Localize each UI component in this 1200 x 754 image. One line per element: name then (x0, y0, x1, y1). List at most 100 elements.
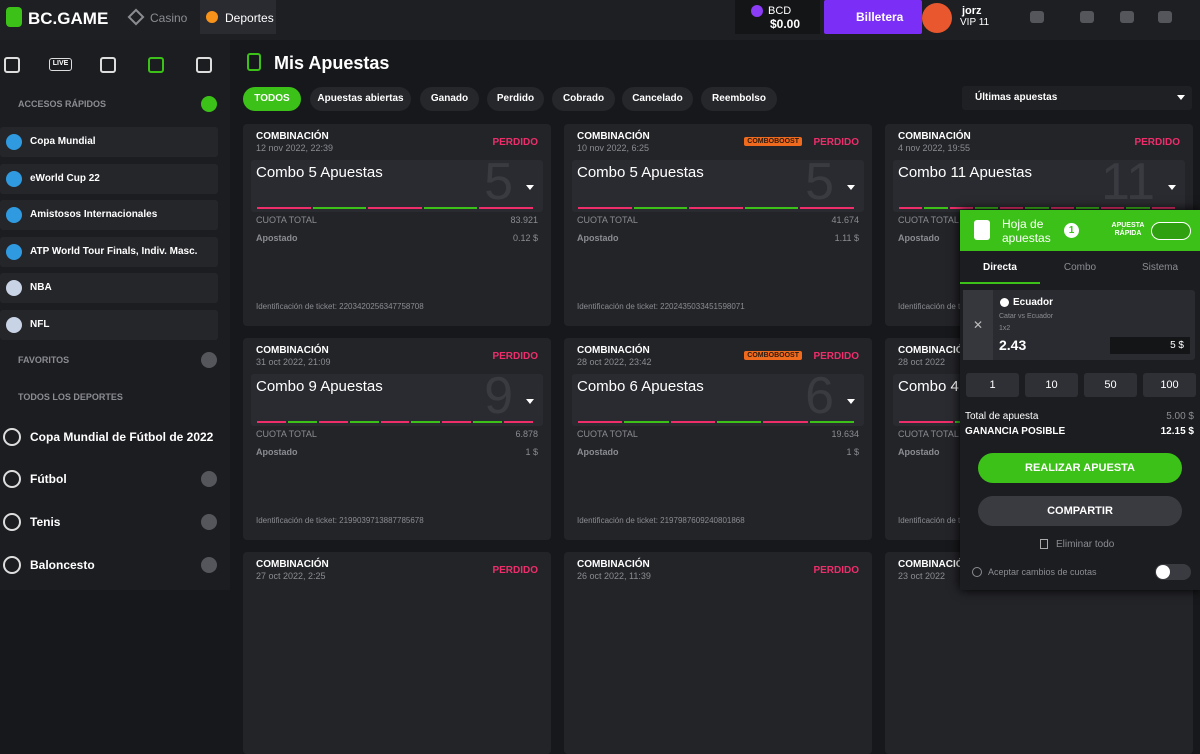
header-icon[interactable] (1158, 11, 1172, 23)
odds-label: CUOTA TOTAL (577, 429, 638, 439)
bet-card[interactable]: COMBINACIÓN 12 nov 2022, 22:39 PERDIDO 5 Com… (243, 124, 551, 326)
match: Catar vs Ecuador (999, 313, 1054, 320)
betslip-title: Hoja de apuestas (1002, 217, 1051, 245)
place-bet-button[interactable]: REALIZAR APUESTA (978, 453, 1182, 483)
sidebar-icon[interactable] (196, 57, 212, 73)
bet-box (572, 374, 864, 426)
filter-button[interactable]: Ganado (420, 87, 479, 111)
header-icon[interactable] (1030, 11, 1044, 23)
sport-item[interactable]: Copa Mundial de Fútbol de 2022 (30, 430, 214, 444)
bet-date: 4 nov 2022, 19:55 (898, 143, 971, 153)
add-button[interactable] (201, 514, 217, 530)
live-button[interactable]: LIVE (49, 58, 72, 71)
filter-button[interactable]: Apuestas abiertas (310, 87, 411, 111)
bet-type: COMBINACIÓN (898, 559, 971, 570)
header-icon[interactable] (1120, 11, 1134, 23)
amount-button[interactable]: 100 (1143, 373, 1196, 397)
sport-item[interactable]: Fútbol (30, 472, 67, 486)
ball-icon (1000, 298, 1009, 307)
sidebar-icon[interactable] (100, 57, 116, 73)
nav-casino[interactable]: Casino (150, 11, 188, 25)
stake-input[interactable]: 5 $ (1110, 337, 1190, 354)
leg-bar (1101, 207, 1125, 209)
currency: BCD (768, 5, 792, 17)
quick-item[interactable] (0, 309, 218, 340)
item-icon (6, 207, 22, 223)
sort-dropdown[interactable]: Últimas apuestas (962, 86, 1192, 110)
selection-odds: 2.43 (999, 337, 1027, 353)
leg-bar (899, 421, 953, 423)
amount-button[interactable]: 50 (1084, 373, 1137, 397)
collapse-button[interactable] (201, 96, 217, 112)
betslip-tab[interactable]: Directa (983, 262, 1017, 273)
stake-label: Apostado (577, 447, 619, 457)
leg-bar (809, 421, 854, 423)
bet-type: COMBINACIÓN (898, 131, 971, 142)
sidebar-icon[interactable] (4, 57, 20, 73)
bet-name: Combo 4 (898, 378, 959, 395)
leg-bar (287, 421, 317, 423)
filter-button[interactable]: Reembolso (701, 87, 777, 111)
odds-label: CUOTA TOTAL (577, 215, 638, 225)
total: 5.00 $ (1166, 411, 1194, 422)
add-button[interactable] (201, 557, 217, 573)
betslip-tab[interactable]: Sistema (1141, 262, 1179, 273)
quick-bet-toggle[interactable] (1151, 222, 1191, 240)
stake-label: Apostado (577, 233, 619, 243)
bet-status: PERDIDO (813, 137, 859, 148)
share-button[interactable]: COMPARTIR (978, 496, 1182, 526)
bet-card[interactable]: COMBINACIÓN 28 oct 2022, 23:42 PERDIDO COMB… (564, 338, 872, 540)
bet-box (251, 160, 543, 212)
amount-button[interactable]: 10 (1025, 373, 1078, 397)
expand-caret (847, 185, 855, 194)
quick-item[interactable] (0, 200, 218, 230)
expand-caret (1168, 185, 1176, 194)
clear-all[interactable]: Eliminar todo (1056, 539, 1115, 550)
bet-box (893, 160, 1185, 212)
leg-bar (974, 207, 999, 209)
quick-item[interactable] (0, 163, 218, 194)
quick-item[interactable] (0, 127, 218, 157)
stake-label: Apostado (898, 233, 940, 243)
quick-item[interactable] (0, 273, 218, 303)
bet-name: Combo 5 Apuestas (577, 164, 704, 181)
header-icon[interactable] (1080, 11, 1094, 23)
bet-card[interactable]: COMBINACIÓN 31 oct 2022, 21:09 PERDIDO 9 Com… (243, 338, 551, 540)
bet-name: Combo 9 Apuestas (256, 378, 383, 395)
filter-button[interactable]: Perdido (487, 87, 544, 111)
add-button[interactable] (201, 352, 217, 368)
leg-bar (257, 421, 286, 423)
filter-button[interactable]: TODOS (243, 87, 301, 111)
leg-bar (633, 207, 688, 209)
filter-button[interactable]: Cobrado (552, 87, 615, 111)
bet-status: PERDIDO (492, 137, 538, 148)
bet-status: PERDIDO (813, 565, 859, 576)
filter-button[interactable]: Cancelado (622, 87, 693, 111)
bet-status: PERDIDO (492, 351, 538, 362)
coin-icon (751, 5, 763, 17)
nav-deportes[interactable]: Deportes (225, 11, 274, 25)
bet-status: PERDIDO (492, 565, 538, 576)
amount-button[interactable]: 1 (966, 373, 1019, 397)
remove-selection[interactable]: ✕ (963, 290, 993, 360)
legs-count: 11 (1101, 153, 1155, 211)
bet-name: Combo 5 Apuestas (256, 164, 383, 181)
sport-item[interactable]: Baloncesto (30, 558, 95, 572)
sidebar-icon[interactable] (148, 57, 164, 73)
bet-card[interactable]: COMBINACIÓN 10 nov 2022, 6:25 PERDIDO COMBO… (564, 124, 872, 326)
leg-bar (1025, 207, 1049, 209)
bet-card[interactable]: COMBINACIÓN 27 oct 2022, 2:25 PERDIDO (243, 552, 551, 754)
betslip-tab[interactable]: Combo (1063, 262, 1097, 273)
bet-card[interactable]: COMBINACIÓN 26 oct 2022, 11:39 PERDIDO (564, 552, 872, 754)
avatar[interactable] (922, 3, 952, 33)
sport-item[interactable]: Tenis (30, 515, 61, 529)
total-odds: 6.878 (515, 429, 538, 439)
add-button[interactable] (201, 471, 217, 487)
quick-title: ACCESOS RÁPIDOS (18, 99, 107, 109)
bet-type: COMBINACIÓN (256, 131, 329, 142)
bet-status: PERDIDO (1134, 137, 1180, 148)
leg-bar (578, 207, 632, 209)
wallet-button[interactable]: Billetera (824, 0, 922, 34)
leg-bar (800, 207, 854, 209)
quick-item[interactable] (0, 236, 218, 267)
